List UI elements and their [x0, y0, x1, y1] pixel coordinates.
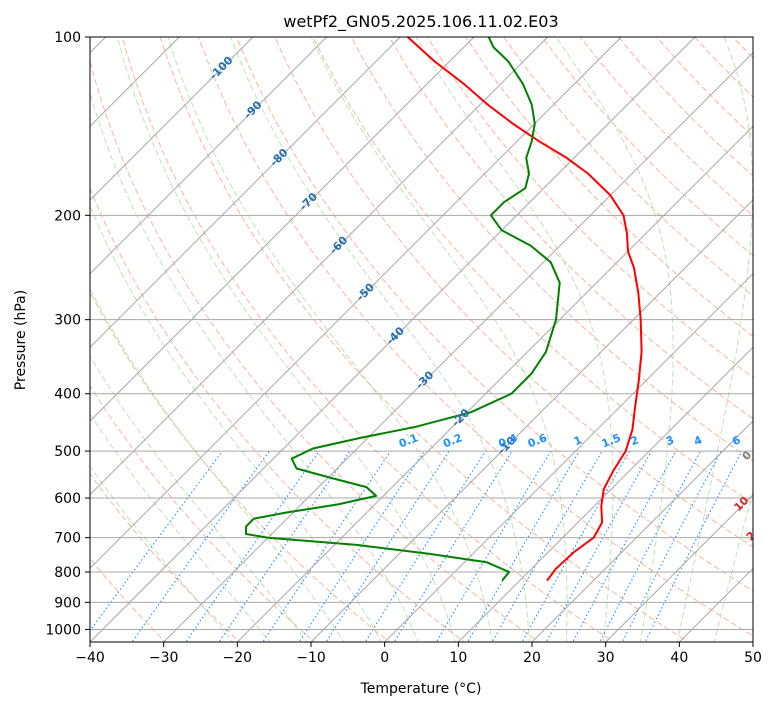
isotherm-line [90, 37, 401, 349]
x-tick-label: −40 [75, 650, 105, 666]
dry-adiabat [90, 472, 241, 642]
moist-adiabat [230, 37, 530, 642]
x-tick-label: −10 [296, 650, 326, 666]
moist-adiabat [90, 354, 308, 642]
dry-adiabat [90, 384, 316, 642]
dry-adiabat [90, 59, 540, 642]
isotherm-line [90, 37, 254, 201]
x-tick-label: 50 [744, 650, 762, 666]
x-tick-label: −20 [223, 650, 253, 666]
moist-adiabat [676, 37, 753, 642]
y-tick-label: 700 [54, 531, 81, 547]
isotherm-line [457, 346, 753, 642]
isotherm-line [90, 37, 696, 642]
dry-adiabat [312, 37, 753, 505]
x-tick-label: −30 [149, 650, 179, 666]
mixing-ratio-line [599, 450, 701, 642]
mixing-ratio-line [325, 450, 450, 642]
y-tick-label: 300 [54, 313, 81, 329]
sounding-profiles [244, 37, 643, 581]
mixing-ratio-line [218, 450, 351, 642]
isotherm-line [531, 420, 753, 642]
dewpoint-profile [244, 37, 561, 581]
dry-adiabat [350, 37, 753, 462]
y-tick-label: 800 [54, 565, 81, 581]
x-tick-label: 40 [670, 650, 688, 666]
plot-area [90, 37, 753, 642]
isotherm-line [605, 493, 753, 642]
y-tick-label: 400 [54, 387, 81, 403]
dry-adiabat [465, 37, 753, 338]
isotherm-line [90, 37, 328, 275]
chart-title: wetPf2_GN05.2025.106.11.02.E03 [283, 12, 558, 32]
isotherm-line [90, 37, 475, 422]
isotherm-line [90, 37, 622, 570]
mixing-ratio-line [466, 450, 580, 642]
plot-frame [89, 36, 754, 643]
x-tick-label: 20 [523, 650, 541, 666]
isotherm-line [90, 37, 549, 496]
dry-adiabat [198, 37, 753, 637]
x-axis: −40 −30 −20 −10 0 10 20 30 40 50 [75, 642, 762, 666]
background-lines [90, 37, 753, 642]
dry-adiabat [274, 37, 753, 548]
y-axis-label: Pressure (hPa) [13, 290, 29, 390]
y-tick-label: 500 [54, 444, 81, 460]
mixing-ratio-line [185, 450, 320, 642]
mixing-ratio-line [90, 450, 223, 632]
isotherm-line [384, 272, 753, 642]
mixing-ratio-line [572, 450, 677, 642]
y-tick-label: 900 [54, 595, 81, 611]
moist-adiabat-label: 20 [744, 523, 764, 543]
grid-lines [90, 37, 753, 642]
moist-adiabat [116, 37, 456, 642]
dry-adiabat [236, 37, 753, 592]
mixing-ratio-label: 2 [629, 433, 641, 448]
mixing-ratio-line [393, 450, 513, 642]
moist-adiabat [167, 37, 493, 642]
y-tick-label: 100 [54, 30, 81, 46]
y-tick-label: 200 [54, 208, 81, 224]
y-tick-label: 600 [54, 491, 81, 507]
temperature-profile [406, 37, 643, 581]
mixing-ratio-line [298, 450, 425, 642]
mixing-ratio-label: 3 [664, 433, 676, 448]
mixing-ratio-line [262, 450, 392, 642]
y-axis: 100 200 300 400 500 600 700 800 900 1000 [45, 30, 90, 638]
isotherm-line [163, 51, 753, 642]
moist-adiabat [310, 37, 568, 642]
mixing-ratio-label: 1 [572, 433, 584, 448]
moist-adiabat [415, 37, 614, 642]
y-tick-label: 1000 [45, 622, 81, 638]
x-tick-label: 0 [380, 650, 389, 666]
mixing-ratio-line [621, 450, 722, 642]
isotherm-line [310, 199, 753, 642]
x-tick-label: 30 [597, 650, 615, 666]
mixing-ratio-line [131, 450, 270, 642]
x-axis-label: Temperature (°C) [360, 681, 482, 697]
moist-adiabat [555, 37, 674, 642]
isotherm-line [236, 125, 753, 642]
x-tick-label: 10 [449, 650, 467, 666]
